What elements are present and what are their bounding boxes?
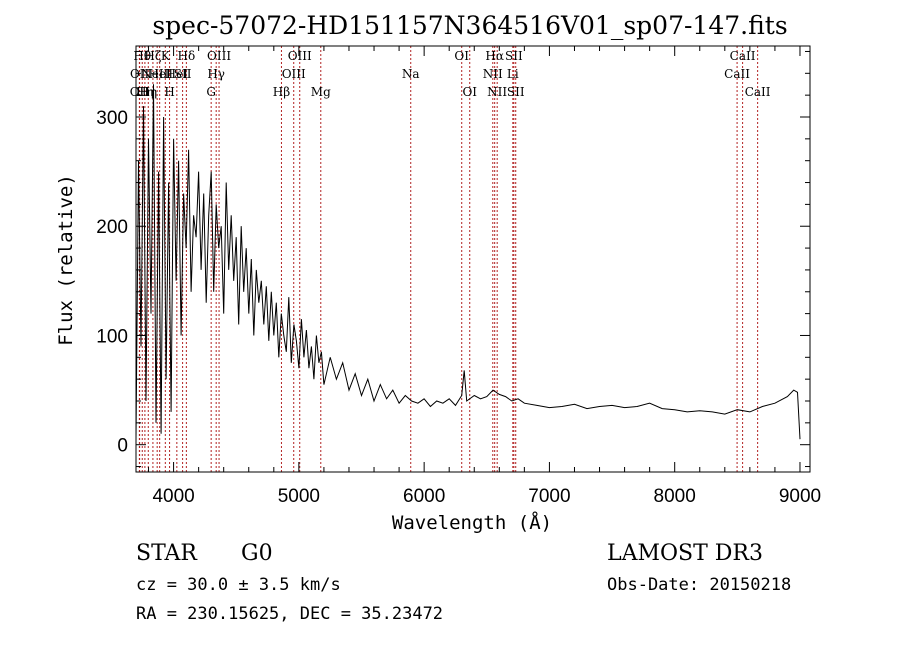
y-axis-label: Flux (relative) xyxy=(55,174,77,346)
spectral-line-label: Hδ xyxy=(178,49,196,63)
y-tick-label: 300 xyxy=(96,108,128,129)
spectral-line-markers xyxy=(138,46,759,472)
x-axis-label: Wavelength (Å) xyxy=(392,511,552,534)
spectral-line-label: Na xyxy=(402,67,420,81)
spectral-line-label: CaII xyxy=(730,49,756,63)
spectral-line-label: Hγ xyxy=(207,67,225,81)
plot-frame xyxy=(135,45,811,473)
object-subclass: G0 xyxy=(241,541,273,566)
spectral-line-label: Li xyxy=(507,67,519,81)
spectral-line-label: Hζ xyxy=(144,49,161,63)
spectral-line-label: Mg xyxy=(311,85,331,99)
spectral-line-label: SII xyxy=(505,49,523,63)
spectral-line-label: K xyxy=(161,49,171,63)
x-tick-label: 5000 xyxy=(278,486,320,507)
spectral-line-label: OII xyxy=(130,67,150,81)
spectral-line-label: Hη xyxy=(139,85,157,99)
spectral-line-label: NeIII xyxy=(141,67,173,81)
spectral-line-label: SII xyxy=(174,67,192,81)
spectral-line-label: NII xyxy=(487,85,507,99)
spectral-line-label: G xyxy=(206,85,216,99)
spectral-line-label: OI xyxy=(454,49,469,63)
axis-ticks xyxy=(136,46,810,472)
x-tick-label: 6000 xyxy=(403,486,445,507)
x-tick-label: 4000 xyxy=(152,486,194,507)
spectral-line-label: H xyxy=(164,85,174,99)
spectral-line-label: CaII xyxy=(724,67,750,81)
survey-name: LAMOST DR3 xyxy=(607,541,763,566)
spectral-line-label: HeI xyxy=(149,67,172,81)
spectral-line-labels: OIIOIIHθHηHηHζNeIIIHeIKHHeISIIHδGHγOIIIH… xyxy=(130,49,771,99)
y-tick-label: 200 xyxy=(96,217,128,238)
spectrum-series-line xyxy=(135,84,801,440)
spectral-line-label: OIII xyxy=(282,67,306,81)
spectral-line-label: CaII xyxy=(745,85,771,99)
x-tick-label: 8000 xyxy=(654,486,696,507)
spectral-line-label: Hθ xyxy=(133,49,151,63)
y-tick-label: 100 xyxy=(96,326,128,347)
spectral-line-label: NII xyxy=(483,67,503,81)
spectral-line-label: OI xyxy=(462,85,477,99)
chart-title: spec-57072-HD151157N364516V01_sp07-147.f… xyxy=(152,11,787,40)
x-tick-label: 7000 xyxy=(528,486,570,507)
spectral-line-label: SII xyxy=(507,85,525,99)
obs-date: Obs-Date: 20150218 xyxy=(607,575,791,595)
spectral-line-label: OIII xyxy=(207,49,231,63)
redshift-readout: cz = 30.0 ± 3.5 km/s xyxy=(136,575,341,595)
spectral-line-label: HeI xyxy=(166,67,189,81)
spectral-line-label: OIII xyxy=(288,49,312,63)
spectral-line-label: Hβ xyxy=(273,85,290,99)
y-tick-labels: 0 100 200 300 xyxy=(96,108,128,457)
spectral-line-label: Hα xyxy=(485,49,504,63)
x-tick-label: 9000 xyxy=(779,486,821,507)
x-tick-labels: 4000 5000 6000 7000 8000 9000 xyxy=(152,486,821,507)
coordinates-readout: RA = 230.15625, DEC = 35.23472 xyxy=(136,604,443,624)
y-tick-label: 0 xyxy=(117,436,128,457)
spectral-line-label: OII xyxy=(130,85,150,99)
object-class: STAR xyxy=(136,541,198,566)
